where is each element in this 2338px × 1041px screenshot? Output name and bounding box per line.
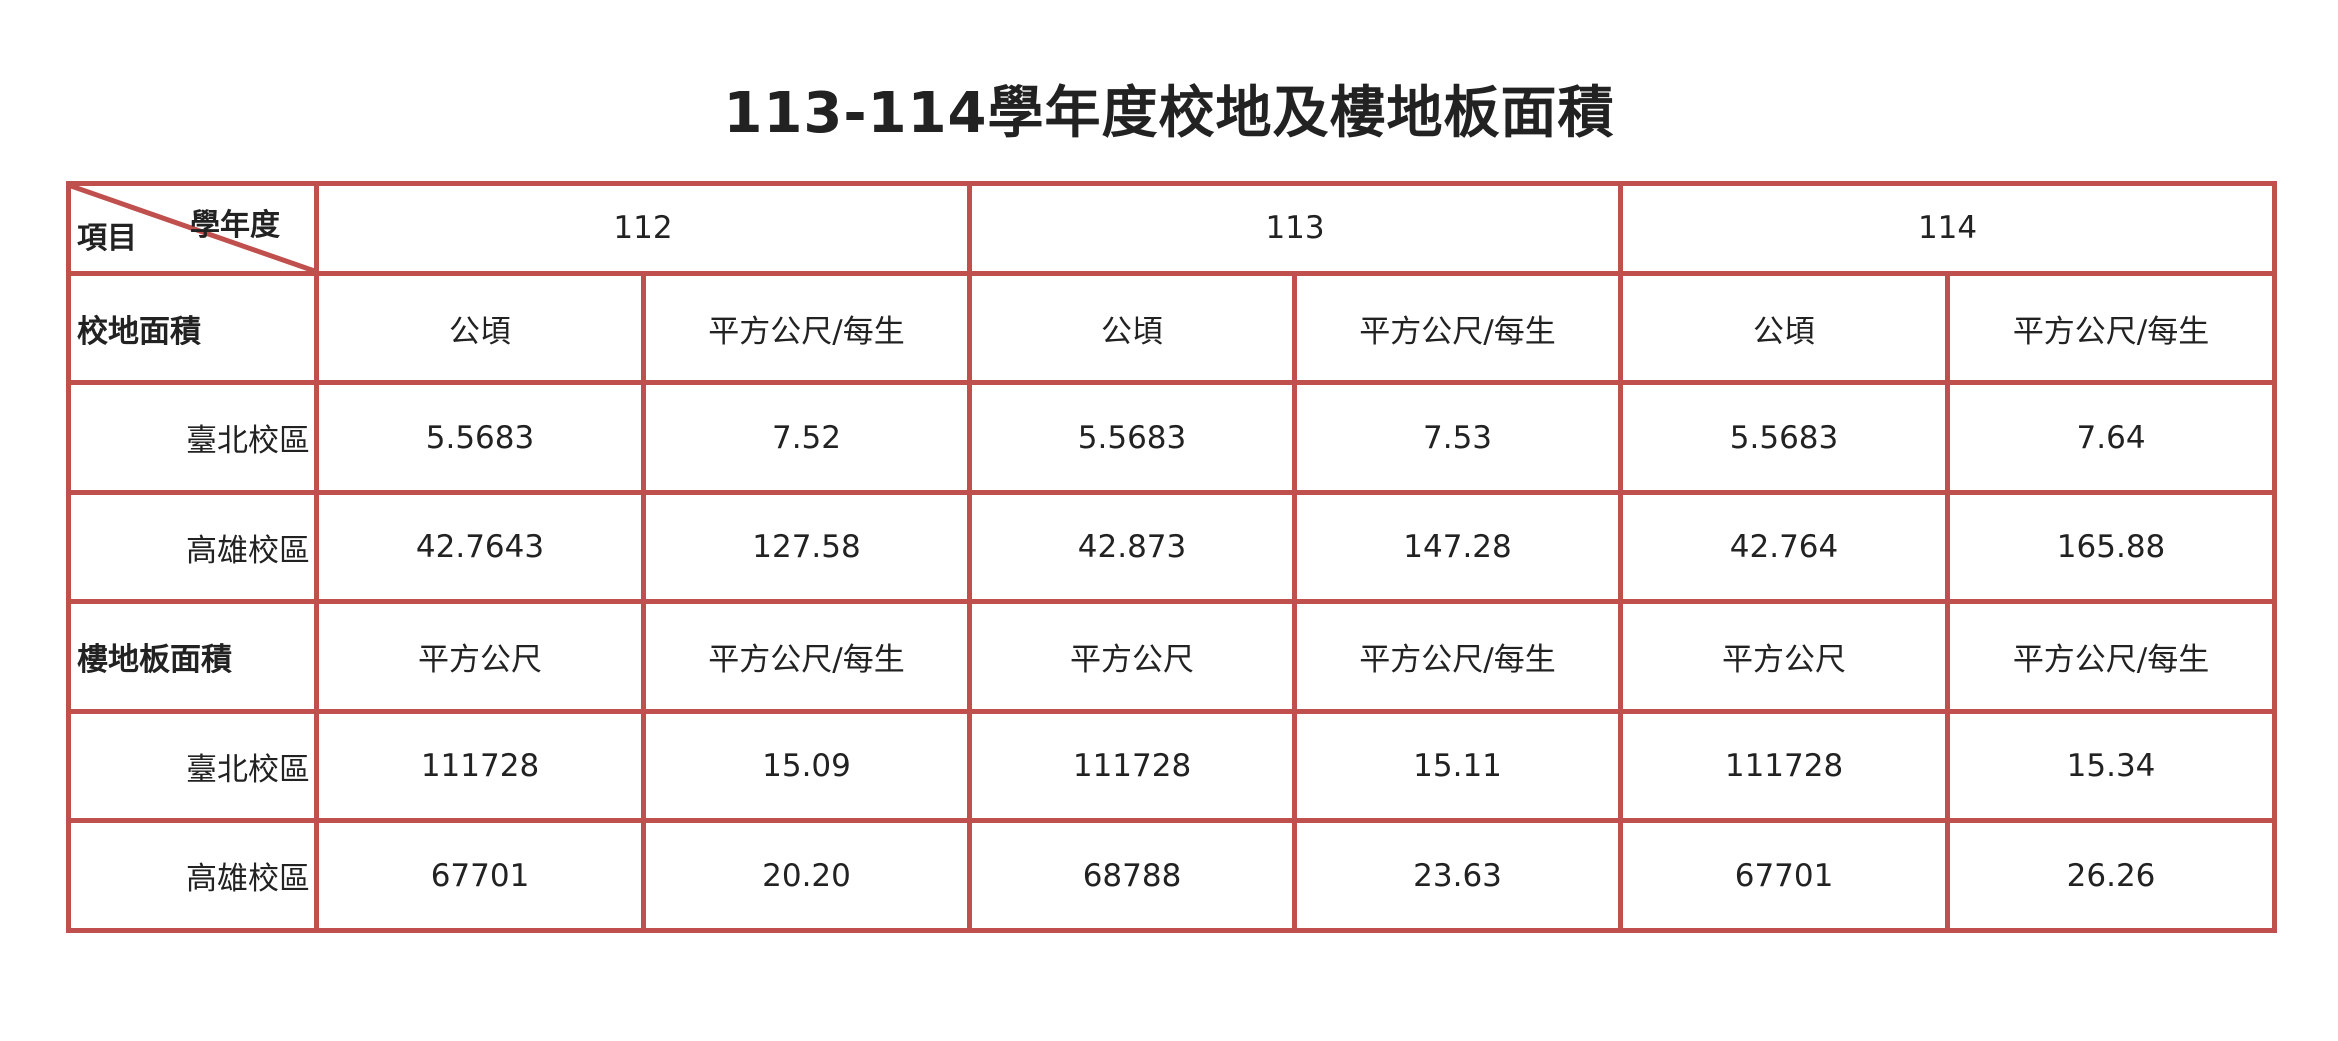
year-header: 114 xyxy=(1618,181,2278,276)
value-cell: 42.7643 xyxy=(314,489,646,605)
value-cell: 127.58 xyxy=(640,489,973,605)
value-cell: 23.63 xyxy=(1292,818,1624,933)
value-cell: 111728 xyxy=(314,708,646,824)
section-label: 校地面積 xyxy=(66,270,319,386)
value-cell: 5.5683 xyxy=(314,380,646,495)
value-cell: 5.5683 xyxy=(967,380,1298,495)
unit-cell: 公頃 xyxy=(1618,270,1951,386)
unit-cell: 公頃 xyxy=(314,270,646,386)
diagonal-divider xyxy=(71,186,314,271)
value-cell: 42.873 xyxy=(967,489,1298,605)
unit-cell: 平方公尺/每生 xyxy=(1945,270,2278,386)
header-row: 學年度 項目 112 113 114 xyxy=(66,181,2278,276)
unit-cell: 平方公尺/每生 xyxy=(1292,599,1624,714)
unit-cell: 平方公尺 xyxy=(314,599,646,714)
unit-cell: 平方公尺/每生 xyxy=(1945,599,2278,714)
value-cell: 111728 xyxy=(1618,708,1951,824)
corner-year-label: 學年度 xyxy=(190,208,280,243)
table-row: 高雄校區 42.7643 127.58 42.873 147.28 42.764 165.8… xyxy=(66,489,2278,605)
value-cell: 67701 xyxy=(1618,818,1951,933)
corner-item-label: 項目 xyxy=(77,220,137,256)
area-table: 學年度 項目 112 113 114 校地面積 公頃 平方公尺/每生 公頃 平方公尺/每… xyxy=(66,181,2278,933)
value-cell: 68788 xyxy=(967,818,1298,933)
value-cell: 7.64 xyxy=(1945,380,2278,495)
year-header: 112 xyxy=(313,181,973,276)
value-cell: 20.20 xyxy=(640,818,973,933)
value-cell: 15.09 xyxy=(640,708,973,824)
value-cell: 7.53 xyxy=(1292,380,1624,495)
table-row: 高雄校區 67701 20.20 68788 23.63 67701 26.26 xyxy=(66,818,2278,933)
campus-label: 高雄校區 xyxy=(66,818,319,933)
value-cell: 42.764 xyxy=(1618,489,1951,605)
unit-cell: 平方公尺/每生 xyxy=(640,270,973,386)
section-label: 樓地板面積 xyxy=(66,599,319,714)
value-cell: 111728 xyxy=(967,708,1298,824)
page-title: 113-114學年度校地及樓地板面積 xyxy=(723,81,1615,146)
value-cell: 26.26 xyxy=(1945,818,2278,933)
value-cell: 5.5683 xyxy=(1618,380,1951,495)
value-cell: 67701 xyxy=(314,818,646,933)
unit-cell: 平方公尺/每生 xyxy=(1292,270,1624,386)
campus-label: 臺北校區 xyxy=(66,708,319,824)
section-unit-row: 樓地板面積 平方公尺 平方公尺/每生 平方公尺 平方公尺/每生 平方公尺 平方公尺/每生 xyxy=(66,599,2278,714)
unit-cell: 平方公尺 xyxy=(1618,599,1951,714)
corner-cell: 學年度 項目 xyxy=(66,181,319,276)
value-cell: 15.34 xyxy=(1945,708,2278,824)
value-cell: 7.52 xyxy=(640,380,973,495)
unit-cell: 平方公尺/每生 xyxy=(640,599,973,714)
value-cell: 15.11 xyxy=(1292,708,1624,824)
unit-cell: 公頃 xyxy=(967,270,1298,386)
unit-cell: 平方公尺 xyxy=(967,599,1298,714)
table-row: 臺北校區 111728 15.09 111728 15.11 111728 15.34 xyxy=(66,708,2278,824)
value-cell: 165.88 xyxy=(1945,489,2278,605)
section-unit-row: 校地面積 公頃 平方公尺/每生 公頃 平方公尺/每生 公頃 平方公尺/每生 xyxy=(66,270,2278,386)
campus-label: 高雄校區 xyxy=(66,489,319,605)
year-header: 113 xyxy=(967,181,1624,276)
value-cell: 147.28 xyxy=(1292,489,1624,605)
campus-label: 臺北校區 xyxy=(66,380,319,495)
table-row: 臺北校區 5.5683 7.52 5.5683 7.53 5.5683 7.64 xyxy=(66,380,2278,495)
